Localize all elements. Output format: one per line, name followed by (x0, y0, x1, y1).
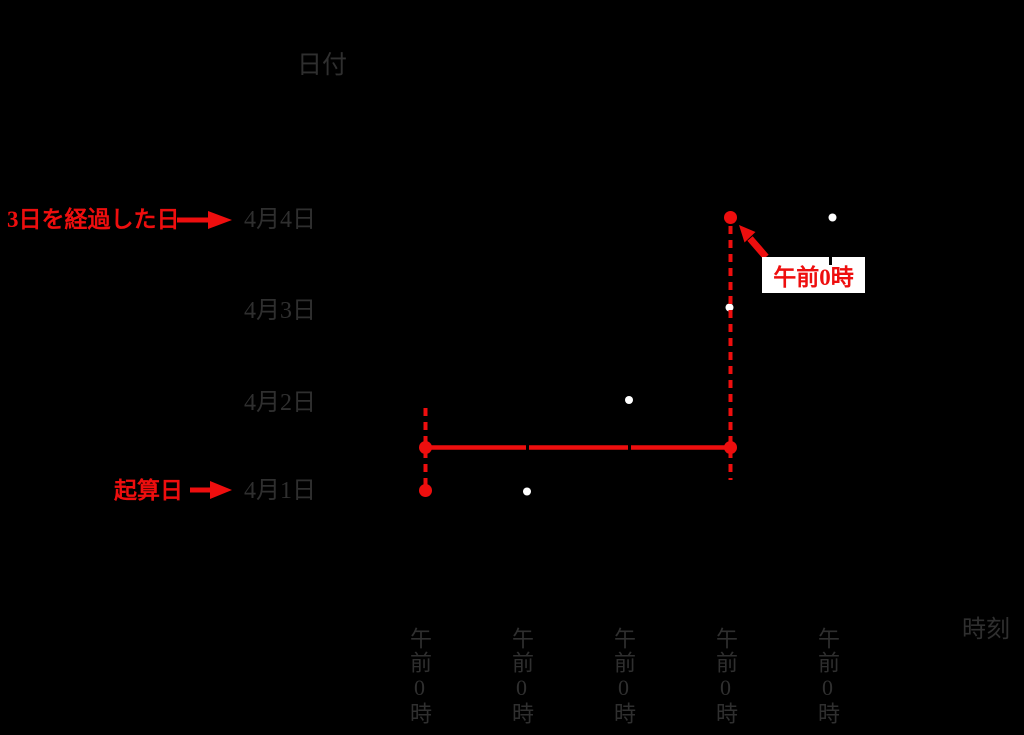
y-tick-label-apr1: 4月1日 (244, 478, 316, 504)
midnight-callout-box: 午前0時 (762, 257, 865, 293)
guide-dash-over-box (829, 251, 832, 265)
red-point (419, 441, 432, 454)
x-tick-label-1: 午前0時 (509, 627, 534, 726)
start-day-arrow-icon (190, 481, 232, 499)
date-step-line (425, 216, 829, 492)
y-tick-label-apr4: 4月4日 (244, 207, 316, 233)
y-tick-label-apr3: 4月3日 (244, 298, 316, 324)
x-axis-arrow-icon (943, 581, 954, 599)
red-point (419, 484, 432, 497)
chart-points-layer (419, 211, 837, 497)
x-tick-label-0: 午前0時 (407, 627, 432, 726)
elapsed-day-callout: 3日を経過した日 (7, 207, 180, 232)
midnight-callout-label: 午前0時 (773, 265, 854, 290)
x-tick-label-3: 午前0時 (713, 627, 738, 726)
annotation-arrows (177, 211, 769, 499)
y-axis-title: 日付 (297, 52, 348, 79)
open-circle-point (523, 487, 531, 496)
y-axis-arrow-icon (349, 60, 365, 79)
midnight-arrow-icon (739, 225, 769, 260)
red-point (724, 211, 737, 224)
x-tick-label-2: 午前0時 (611, 627, 636, 726)
red-point (724, 441, 737, 454)
y-tick-label-apr2: 4月2日 (244, 390, 316, 416)
step-crossing-ticks (526, 443, 631, 452)
x-tick-label-4: 午前0時 (815, 627, 840, 726)
step-crossing-tick (526, 443, 529, 452)
start-day-callout: 起算日 (114, 478, 183, 503)
open-circle-point (725, 303, 734, 312)
x-axis-title: 時刻 (962, 617, 1010, 643)
elapsed-day-arrow-icon (177, 211, 232, 229)
open-circle-point (828, 213, 837, 222)
open-circle-point (625, 396, 633, 404)
step-crossing-tick (628, 443, 631, 452)
axes (349, 60, 954, 599)
